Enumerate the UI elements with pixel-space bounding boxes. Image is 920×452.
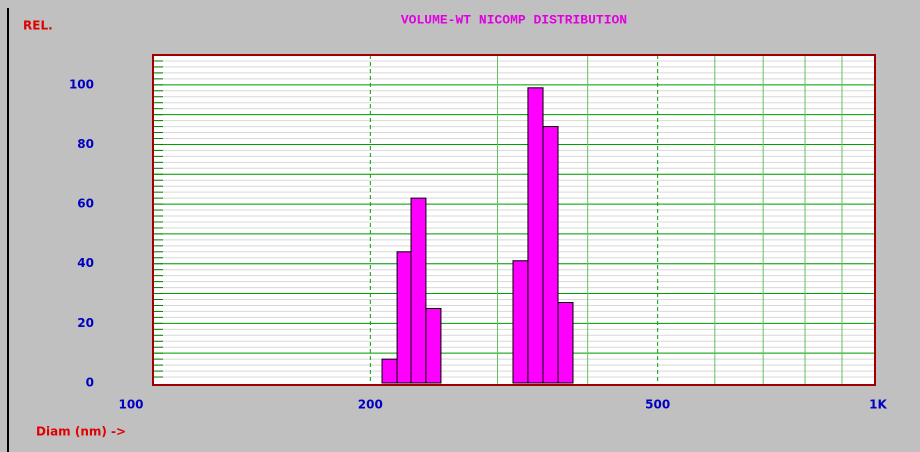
y-axis-label: REL. bbox=[23, 19, 53, 33]
bar bbox=[381, 358, 398, 384]
plot-border bbox=[152, 54, 876, 386]
bar bbox=[425, 307, 442, 384]
y-tick-label: 40 bbox=[77, 256, 94, 270]
bar bbox=[527, 87, 544, 384]
bar bbox=[396, 251, 412, 384]
x-tick-label: 500 bbox=[645, 398, 670, 412]
x-axis-label: Diam (nm) -> bbox=[36, 425, 126, 439]
y-tick-label: 80 bbox=[77, 137, 94, 151]
y-tick-label: 0 bbox=[86, 376, 94, 390]
y-tick-label: 20 bbox=[77, 316, 94, 330]
bar bbox=[557, 301, 574, 384]
bar bbox=[410, 197, 427, 384]
y-tick-label: 100 bbox=[69, 77, 94, 91]
bar bbox=[542, 126, 559, 384]
y-tick-label: 60 bbox=[77, 197, 94, 211]
x-tick-label: 200 bbox=[358, 398, 383, 412]
bar bbox=[512, 260, 529, 384]
x-tick-label: 100 bbox=[118, 398, 143, 412]
x-tick-label: 1K bbox=[869, 398, 887, 412]
chart-title: VOLUME-WT NICOMP DISTRIBUTION bbox=[401, 12, 627, 27]
